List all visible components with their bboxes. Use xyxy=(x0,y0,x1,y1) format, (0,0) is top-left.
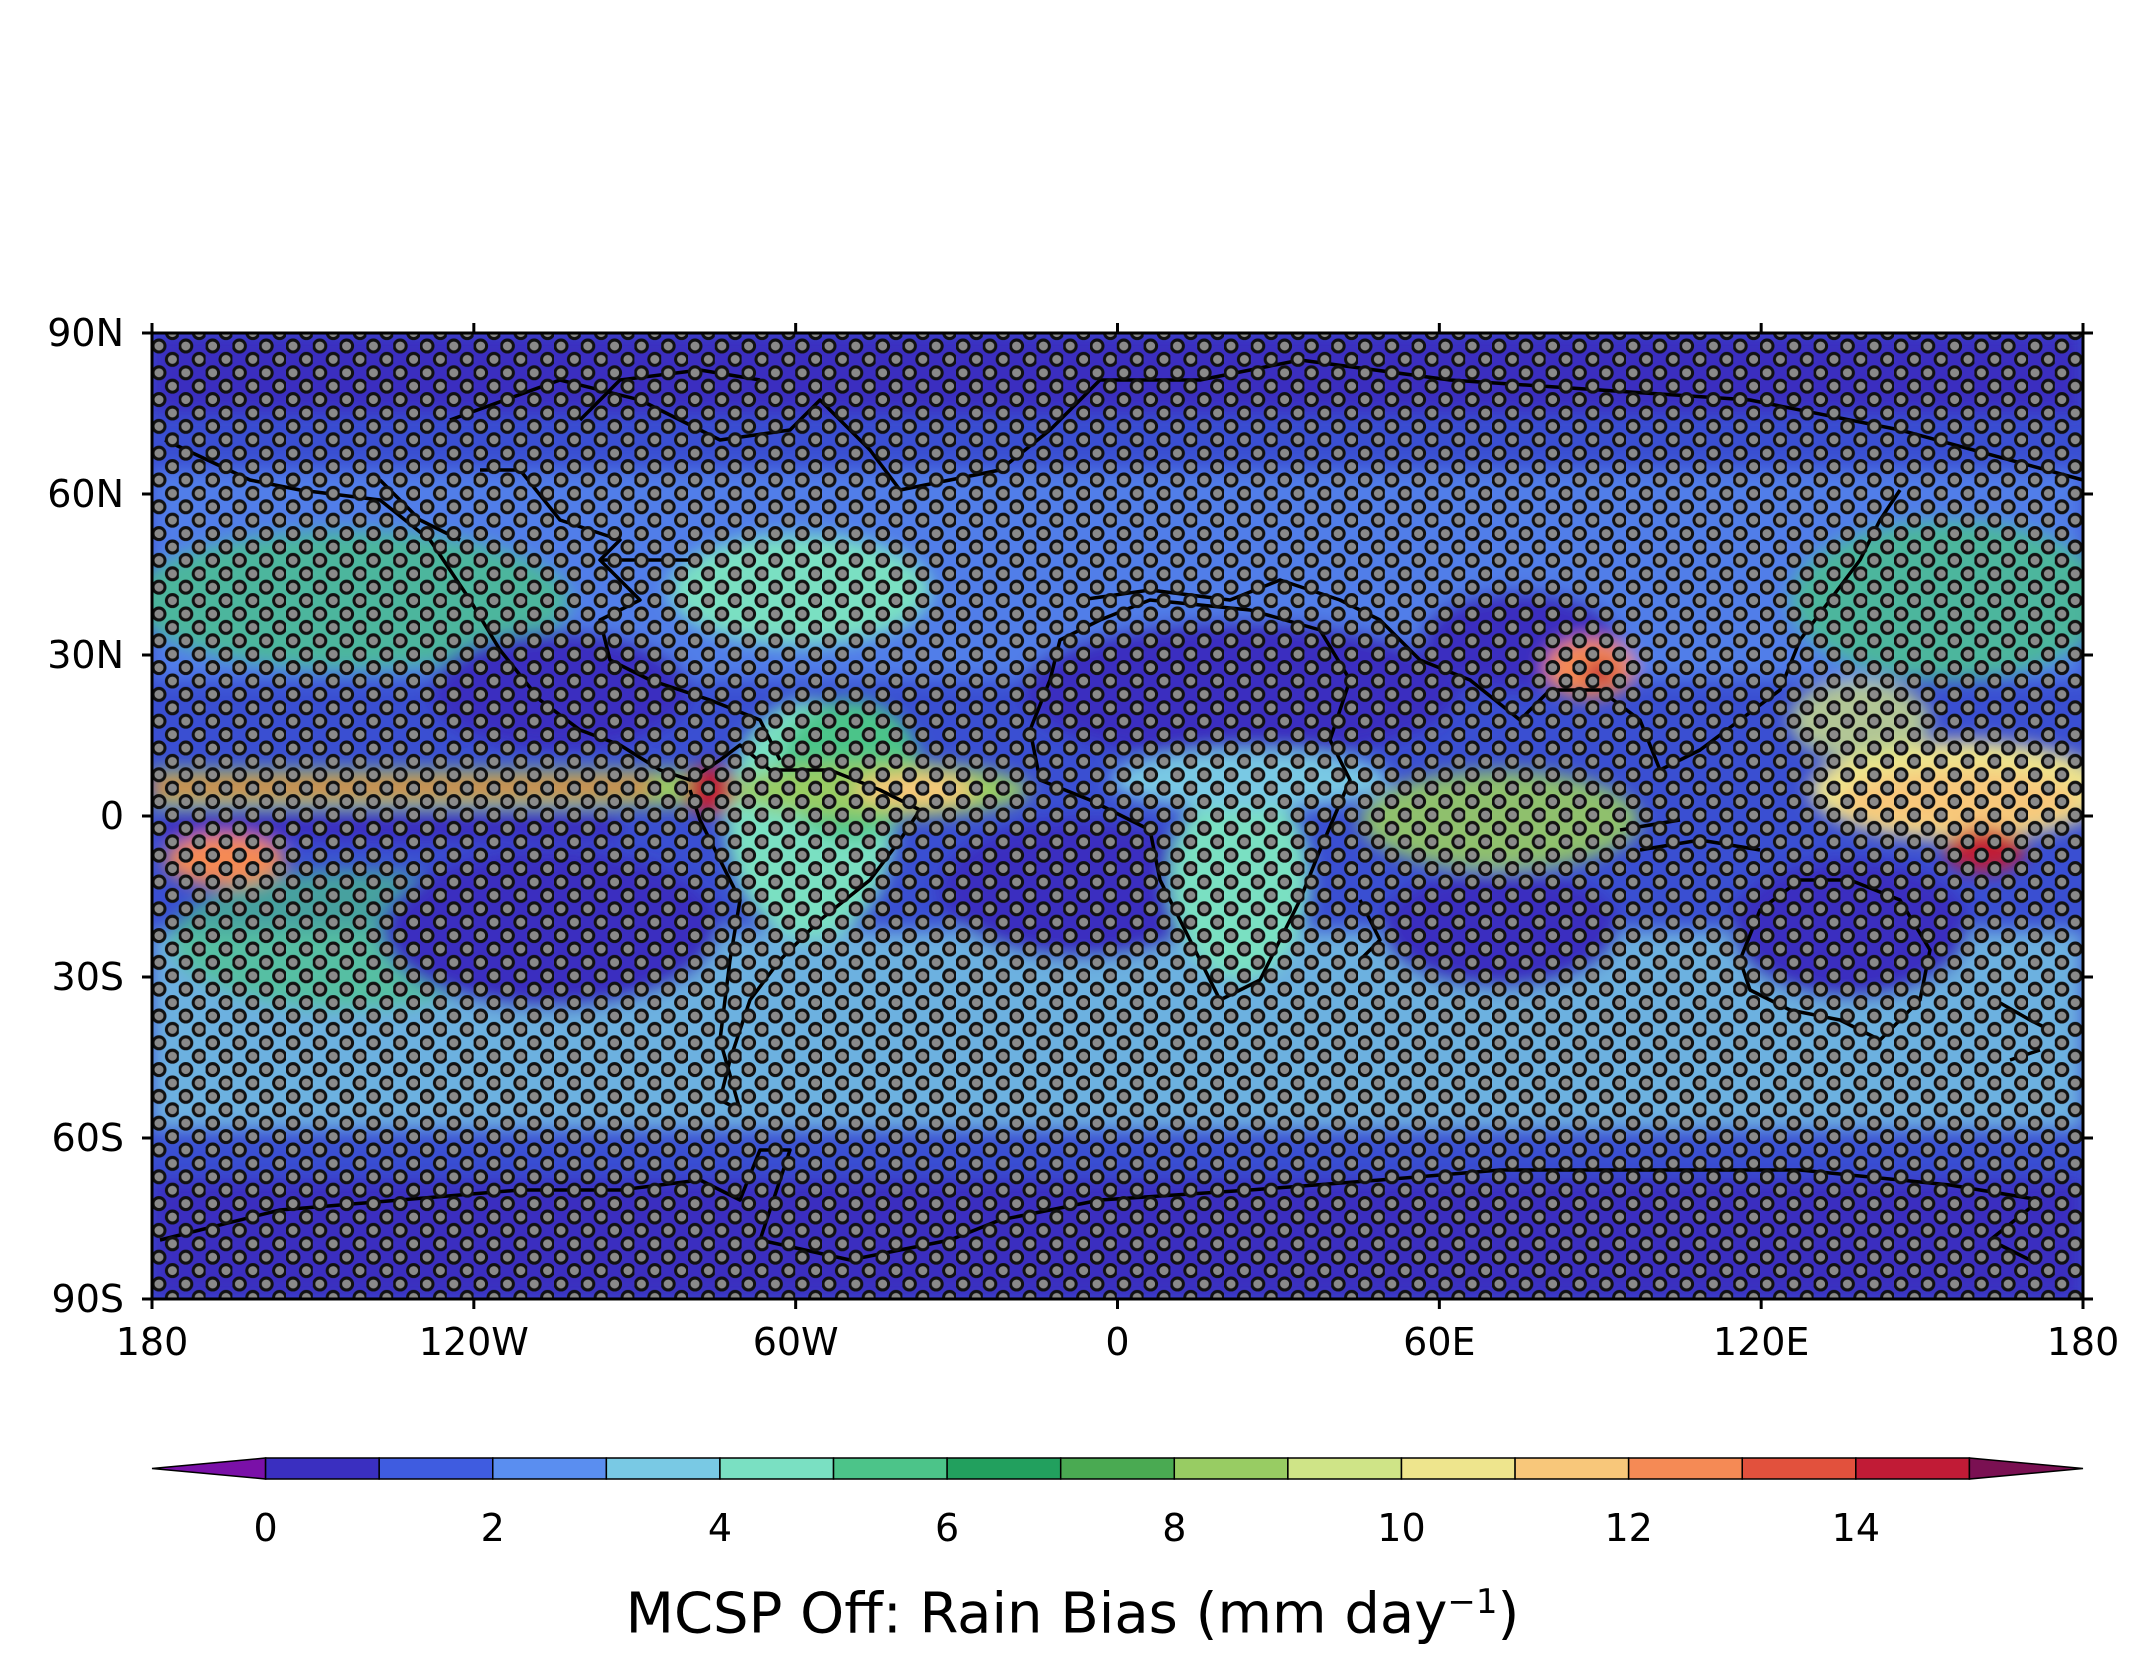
colorbar-segment xyxy=(1287,1457,1403,1480)
colorbar-title-main: MCSP Off: Rain Bias (mm day xyxy=(625,1581,1448,1647)
colorbar-segment xyxy=(605,1457,721,1480)
lat-tick-label: 60S xyxy=(52,1116,124,1160)
colorbar-segment xyxy=(378,1457,494,1480)
colorbar-segment xyxy=(1855,1457,1971,1480)
lat-tick-label: 90S xyxy=(52,1277,124,1321)
lon-tick-label: 0 xyxy=(1105,1320,1129,1364)
significance-stippling xyxy=(152,333,2083,1299)
lat-tick-label: 0 xyxy=(100,794,124,838)
colorbar-tick-label: 0 xyxy=(253,1506,277,1550)
colorbar-segment xyxy=(1059,1457,1176,1480)
colorbar-segment xyxy=(1173,1457,1289,1480)
lon-tick-label: 180 xyxy=(2047,1320,2120,1364)
colorbar-segment xyxy=(264,1457,380,1480)
lat-tick-label: 60N xyxy=(47,472,124,516)
lat-tick-label: 30S xyxy=(52,955,124,999)
colorbar-title-close: ) xyxy=(1497,1581,1520,1647)
colorbar-segment xyxy=(1741,1457,1857,1480)
rain-bias-map xyxy=(152,333,2083,1299)
lon-tick-label: 120W xyxy=(419,1320,529,1364)
latitude-axis: 90N 60N 30N 0 30S 60S 90S xyxy=(47,311,2093,1321)
colorbar-segment xyxy=(719,1457,835,1480)
colorbar-segment xyxy=(832,1457,948,1480)
colorbar-segment xyxy=(1400,1457,1516,1480)
colorbar-title: MCSP Off: Rain Bias (mm day−1) xyxy=(0,1570,2145,1647)
colorbar-tick-label: 4 xyxy=(708,1506,732,1550)
colorbar-tick-label: 6 xyxy=(935,1506,959,1550)
colorbar-tick-label: 2 xyxy=(481,1506,505,1550)
lon-tick-label: 60W xyxy=(753,1320,839,1364)
lat-tick-label: 90N xyxy=(47,311,124,355)
lon-tick-label: 120E xyxy=(1713,1320,1810,1364)
colorbar-tick-label: 8 xyxy=(1162,1506,1186,1550)
colorbar-tick-label: 14 xyxy=(1832,1506,1880,1550)
colorbar-title-exponent: −1 xyxy=(1447,1582,1498,1622)
colorbar: 0 2 4 6 8 10 12 14 xyxy=(151,1457,2084,1550)
colorbar-extend-low xyxy=(151,1457,267,1480)
colorbar-segment xyxy=(492,1457,608,1480)
lat-tick-label: 30N xyxy=(47,633,124,677)
lon-tick-label: 180 xyxy=(116,1320,189,1364)
colorbar-extend-high xyxy=(1968,1457,2084,1480)
colorbar-segment xyxy=(946,1457,1062,1480)
lon-tick-label: 60E xyxy=(1403,1320,1475,1364)
colorbar-tick-label: 10 xyxy=(1377,1506,1425,1550)
colorbar-segment xyxy=(1514,1457,1630,1480)
colorbar-tick-label: 12 xyxy=(1604,1506,1652,1550)
colorbar-segment xyxy=(1627,1457,1743,1480)
longitude-axis: 180 120W 60W 0 60E 120E 180 xyxy=(116,323,2120,1364)
